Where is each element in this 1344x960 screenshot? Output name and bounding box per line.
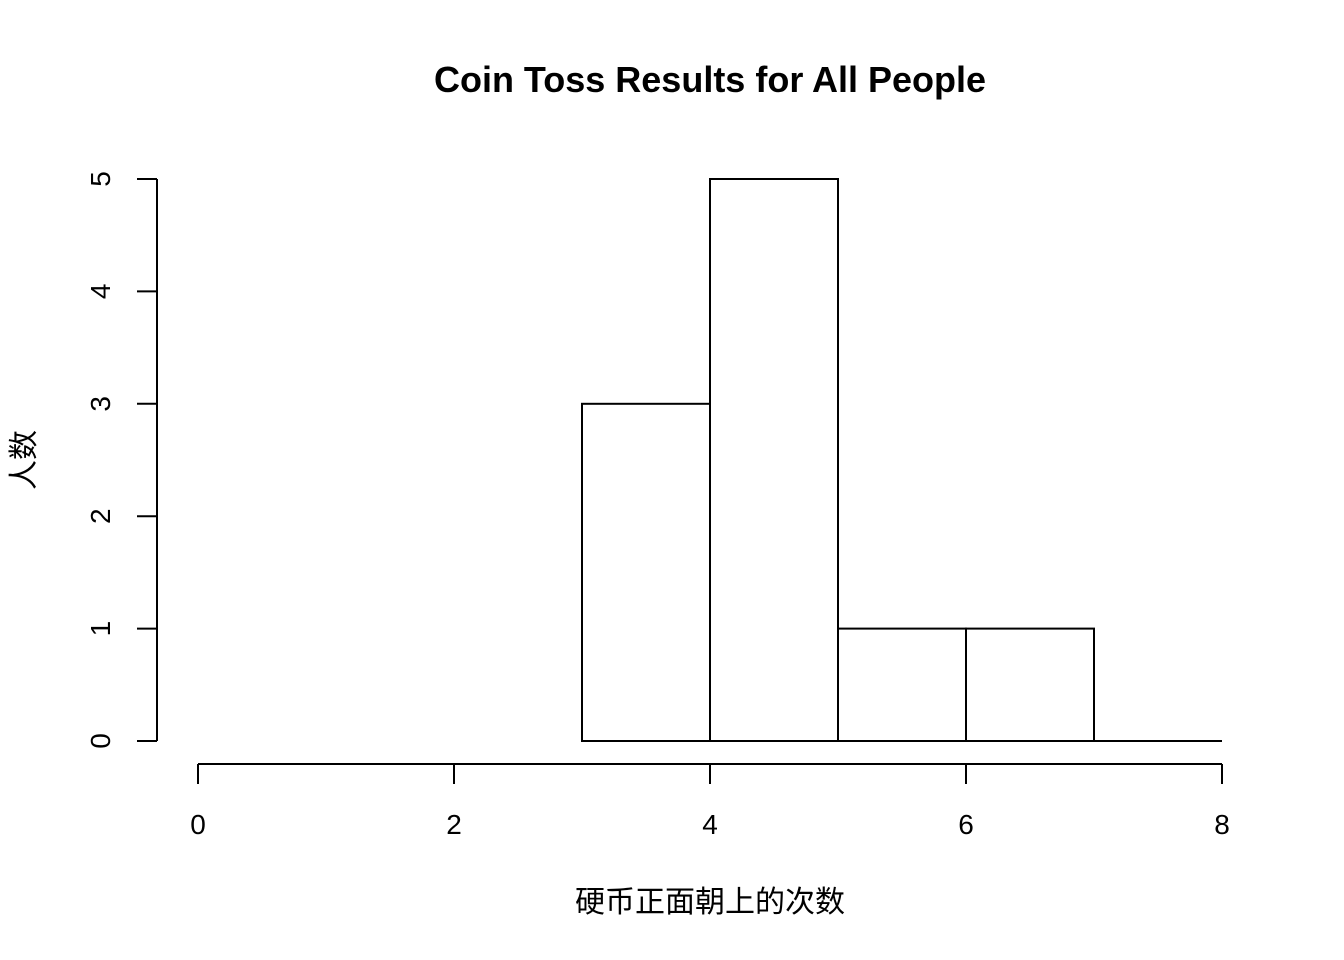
x-axis: 0 2 4 6 8 <box>190 763 1230 840</box>
x-tick-label: 4 <box>702 809 718 840</box>
y-tick-label: 4 <box>85 284 116 300</box>
x-axis-label: 硬币正面朝上的次数 <box>575 885 845 920</box>
chart-title: Coin Toss Results for All People <box>434 59 986 100</box>
histogram-bar <box>965 627 1095 742</box>
y-axis-label: 人数 <box>7 430 42 490</box>
y-tick-label: 2 <box>85 508 116 524</box>
x-tick-label: 6 <box>958 809 974 840</box>
y-tick-label: 3 <box>85 396 116 412</box>
x-tick-label: 0 <box>190 809 206 840</box>
histogram-bar <box>581 402 711 742</box>
bars-group <box>581 178 1222 742</box>
y-axis: 0 1 2 3 4 5 <box>85 171 158 749</box>
x-tick-label: 8 <box>1214 809 1230 840</box>
y-tick-label: 1 <box>85 621 116 637</box>
x-tick-label: 2 <box>446 809 462 840</box>
y-tick-label: 0 <box>85 733 116 749</box>
histogram-bar <box>709 178 839 742</box>
histogram-bar <box>837 627 967 742</box>
y-tick-label: 5 <box>85 171 116 187</box>
